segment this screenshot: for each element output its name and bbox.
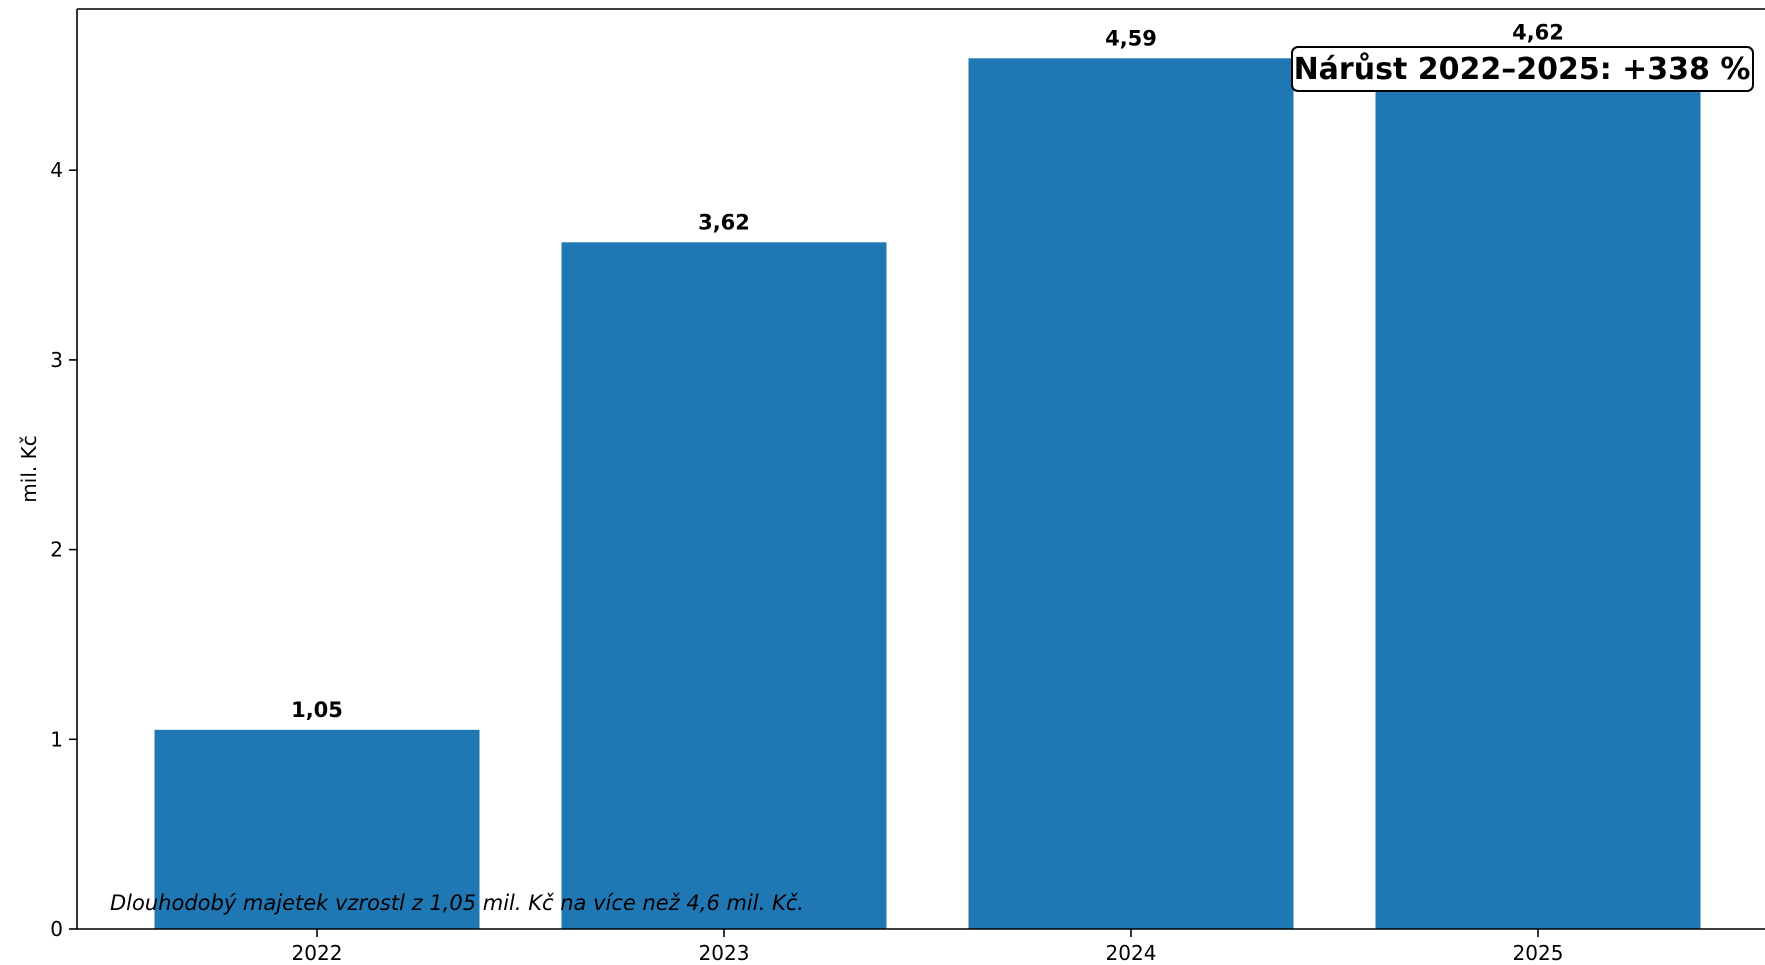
x-tick-label-2022: 2022 bbox=[292, 941, 343, 965]
x-tick-label-2024: 2024 bbox=[1106, 941, 1157, 965]
y-tick-label-0: 0 bbox=[50, 917, 63, 941]
data-labels-group: 1,05 3,62 4,59 4,62 bbox=[291, 21, 1564, 722]
bar-2024 bbox=[968, 58, 1294, 930]
x-tick-label-2025: 2025 bbox=[1513, 941, 1564, 965]
growth-annotation-box bbox=[1291, 46, 1754, 92]
x-tick-label-2023: 2023 bbox=[699, 941, 750, 965]
data-label-2022: 1,05 bbox=[291, 698, 343, 722]
y-tick-label-2: 2 bbox=[50, 538, 63, 562]
bars-group bbox=[154, 52, 1701, 930]
data-label-2025: 4,62 bbox=[1512, 21, 1564, 45]
y-tick-label-3: 3 bbox=[50, 348, 63, 372]
x-ticks-group: 2022 2023 2024 2025 bbox=[292, 929, 1564, 965]
axes-group bbox=[76, 8, 1765, 930]
growth-annotation-text: Nárůst 2022–2025: +338 % bbox=[1294, 51, 1751, 87]
growth-annotation: Nárůst 2022–2025: +338 % bbox=[1291, 46, 1754, 92]
y-tick-label-4: 4 bbox=[50, 158, 63, 182]
bar-2022 bbox=[154, 729, 480, 929]
chart-note: Dlouhodobý majetek vzrostl z 1,05 mil. K… bbox=[110, 891, 804, 915]
bar-2023 bbox=[561, 242, 887, 929]
y-axis-label: mil. Kč bbox=[17, 435, 41, 502]
y-tick-label-1: 1 bbox=[50, 727, 63, 751]
bar-2025 bbox=[1375, 52, 1701, 929]
y-ticks-group: 0 1 2 3 4 bbox=[50, 158, 77, 941]
data-label-2024: 4,59 bbox=[1105, 26, 1157, 50]
data-label-2023: 3,62 bbox=[698, 210, 750, 234]
